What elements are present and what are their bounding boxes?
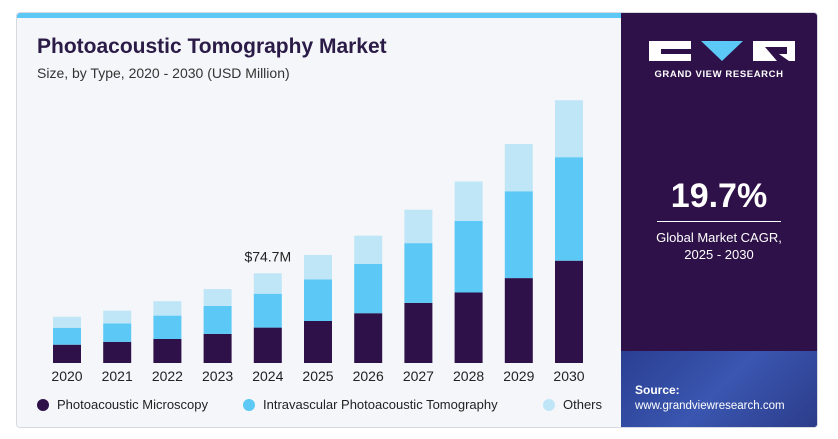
x-tick-label: 2023 [202,368,233,384]
bar-photoacoustic-microscopy-2030 [555,260,583,363]
data-label-2024: $74.7M [244,248,291,264]
bar-photoacoustic-microscopy-2021 [103,341,132,363]
x-tick-label: 2022 [152,368,183,384]
legend-label: Photoacoustic Microscopy [57,397,209,412]
chart-title: Photoacoustic Tomography Market [37,35,387,58]
bar-photoacoustic-microscopy-2023 [203,333,232,363]
sidebar: GRAND VIEW RESEARCH 19.7% Global Market … [621,13,817,427]
source-label: Source: [635,383,680,397]
bar-intravascular-photoacoustic-tomography-2022 [153,315,182,339]
source-link[interactable]: www.grandviewresearch.com [635,400,785,412]
cagr-divider [657,221,781,222]
cagr-value: 19.7% [670,177,768,215]
x-tick-label: 2021 [102,368,133,384]
bar-intravascular-photoacoustic-tomography-2030 [555,157,583,261]
bar-intravascular-photoacoustic-tomography-2021 [103,323,132,342]
bar-others-2026 [354,235,383,264]
brand-name: GRAND VIEW RESEARCH [654,69,784,80]
legend-label: Intravascular Photoacoustic Tomography [263,397,498,412]
bar-others-2024 [253,273,282,294]
chart-subtitle: Size, by Type, 2020 - 2030 (USD Million) [37,65,290,81]
bar-others-2029 [504,144,533,192]
x-tick-label: 2029 [503,368,534,384]
stacked-bar-chart: 2020 2021 2022 2023 2024 $74.7M 2025 2026 2027 20… [51,100,585,384]
bar-intravascular-photoacoustic-tomography-2029 [504,191,533,279]
bar-photoacoustic-microscopy-2029 [504,278,533,363]
bar-others-2030 [555,100,583,158]
x-tick-label: 2025 [302,368,333,384]
bar-intravascular-photoacoustic-tomography-2028 [454,220,483,293]
bar-photoacoustic-microscopy-2028 [454,292,483,363]
x-tick-label: 2027 [403,368,434,384]
bar-intravascular-photoacoustic-tomography-2027 [404,243,433,303]
bar-others-2023 [203,289,232,306]
x-tick-label: 2020 [51,368,82,384]
accent-bar [17,13,621,18]
legend-label: Others [563,397,603,412]
bar-photoacoustic-microscopy-2020 [53,344,81,363]
legend-item-microscopy: Photoacoustic Microscopy [37,397,208,412]
cagr-label-line: Global Market CAGR, [656,230,782,245]
legend-swatch-microscopy [37,398,49,411]
bar-photoacoustic-microscopy-2022 [153,339,182,363]
legend-item-intravascular: Intravascular Photoacoustic Tomography [243,397,498,412]
bar-photoacoustic-microscopy-2026 [354,313,383,363]
cagr-label: Global Market CAGR, 2025 - 2030 [621,229,817,263]
x-tick-label: 2030 [553,368,584,384]
bar-photoacoustic-microscopy-2025 [304,321,332,363]
bar-intravascular-photoacoustic-tomography-2024 [253,293,282,328]
bar-photoacoustic-microscopy-2024 [253,327,282,363]
bar-photoacoustic-microscopy-2027 [404,302,433,363]
legend-swatch-others [543,398,555,411]
bar-intravascular-photoacoustic-tomography-2023 [203,305,232,334]
bar-others-2021 [103,310,132,324]
grand-view-research-logo [649,41,795,61]
legend-item-others: Others [543,397,602,412]
x-tick-label: 2026 [353,368,384,384]
source-band [621,351,817,427]
bar-intravascular-photoacoustic-tomography-2025 [304,279,332,321]
x-tick-label: 2024 [252,368,283,384]
bar-others-2027 [404,209,433,244]
bar-others-2020 [53,316,81,328]
cagr-period: 2025 - 2030 [684,247,754,262]
chart-card: Photoacoustic Tomography Market Size, by… [16,12,818,428]
bar-intravascular-photoacoustic-tomography-2020 [53,327,81,345]
bar-intravascular-photoacoustic-tomography-2026 [354,264,383,314]
bar-others-2025 [304,255,332,280]
legend-swatch-intravascular [243,398,255,411]
x-tick-label: 2028 [453,368,484,384]
bar-others-2022 [153,301,182,316]
bar-others-2028 [454,181,483,221]
